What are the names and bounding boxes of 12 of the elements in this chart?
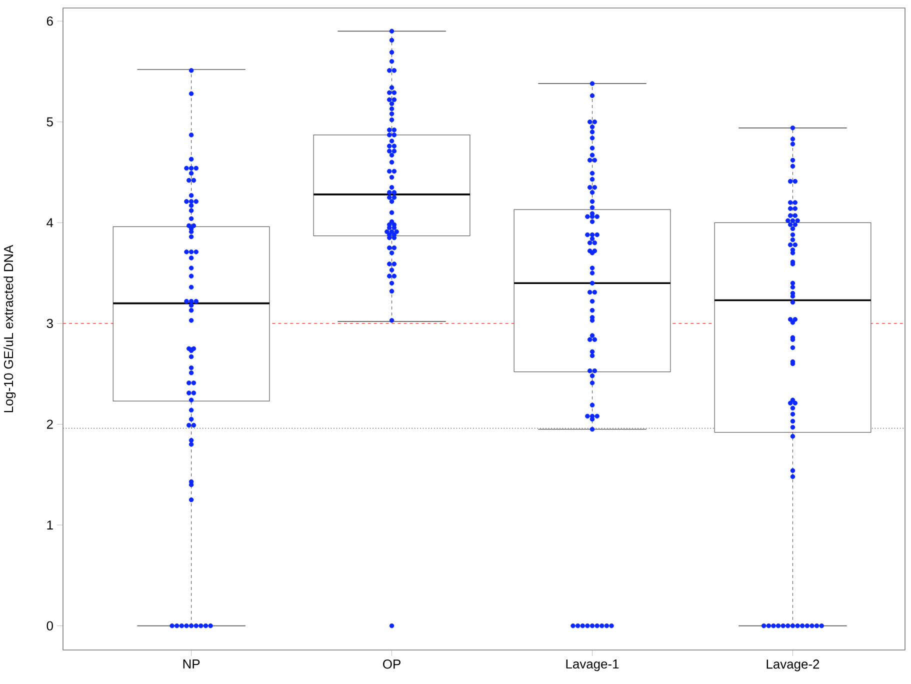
x-tick-label: Lavage-2 [766,660,820,672]
x-tick-label: OP [383,660,400,669]
y-tick-label: 1 [47,520,53,530]
y-tick-label: 5 [46,117,53,126]
y-tick-label: 0 [46,621,53,630]
x-tick-label: NP [183,660,200,668]
y-tick-label: 2 [46,420,53,429]
y-tick-label: 4 [46,218,54,228]
y-axis-title: Log-10 GE/uL extracted DNA [4,244,16,412]
y-tick-label: 6 [46,16,53,26]
x-tick-label: Lavage-1 [566,660,619,672]
y-tick-label: 3 [46,318,53,328]
